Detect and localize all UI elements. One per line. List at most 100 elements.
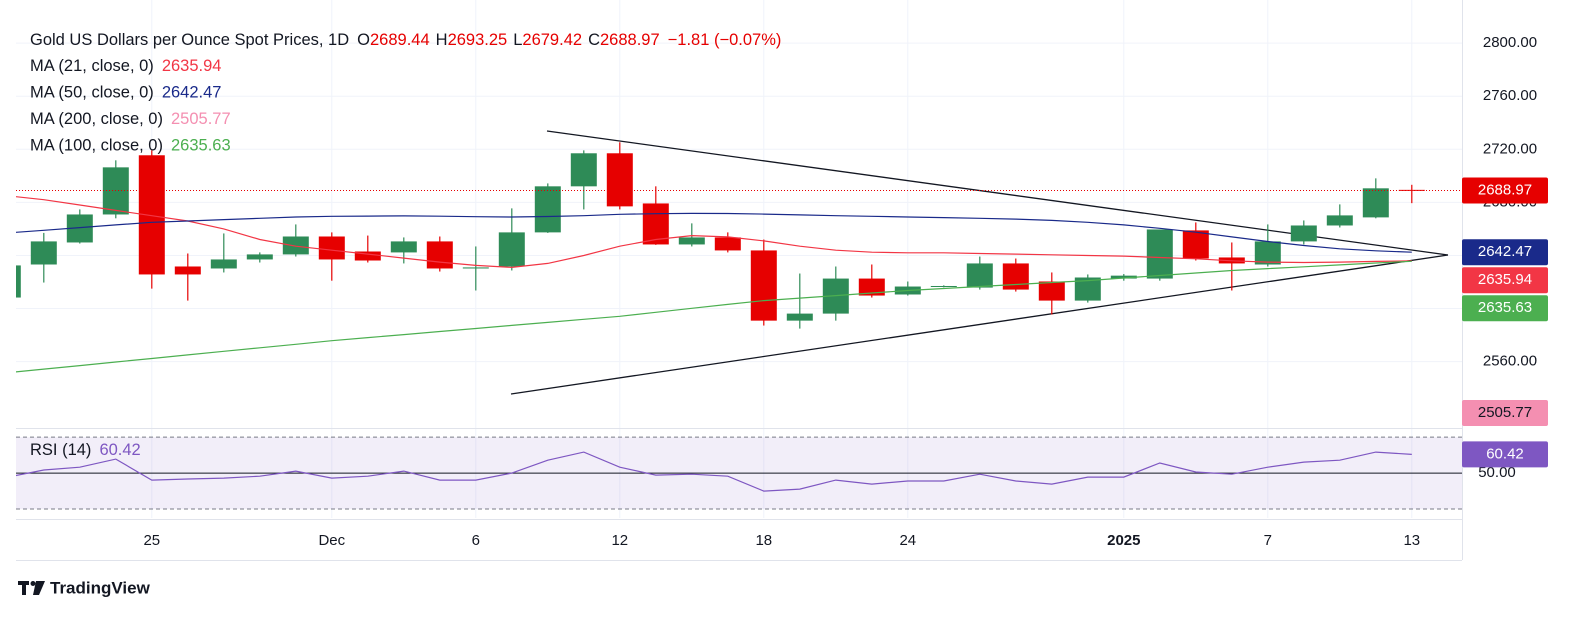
candle-body (786, 313, 813, 321)
price-pane (16, 130, 1462, 395)
y-tick-label: 2800.00 (1483, 34, 1537, 51)
labels: 2560.002600.002640.002680.002720.002760.… (143, 34, 1548, 549)
candle-body (210, 259, 237, 269)
candle-body (354, 251, 381, 261)
x-tick-label: 6 (472, 532, 480, 549)
logo-part (22, 581, 26, 595)
candle-body (282, 236, 309, 255)
candle-body (30, 241, 57, 265)
ohlc-key: L (513, 31, 522, 49)
price-change: −1.81 (−0.07%) (668, 31, 782, 49)
rsi-label-box (1462, 441, 1548, 468)
candle-body (1074, 277, 1101, 301)
legend-value: 2635.94 (162, 57, 222, 75)
ohlc-key: C (588, 31, 600, 49)
y-tick-label: 2760.00 (1483, 87, 1537, 104)
brand-name: TradingView (50, 578, 151, 597)
legend-entry: MA (100, close, 0) 2635.63 (30, 137, 231, 155)
price-label: 2642.47 (1478, 243, 1532, 260)
ohlc-value: 2689.44 (370, 31, 430, 49)
legend-value: 60.42 (99, 441, 140, 459)
rsi-label: 60.42 (1486, 445, 1524, 462)
x-tick-label: 13 (1403, 532, 1420, 549)
legend-entry: MA (21, close, 0) 2635.94 (30, 57, 221, 75)
x-tick-label: 24 (899, 532, 916, 549)
legend-value: 2642.47 (162, 84, 222, 102)
moving-average-line (16, 212, 1412, 253)
trend-line (510, 254, 1449, 395)
candle-body (498, 232, 525, 267)
x-tick-label: Dec (318, 532, 345, 549)
chart-title: Gold US Dollars per Ounce Spot Prices, 1… (30, 31, 349, 49)
candle-body (1038, 281, 1065, 301)
x-tick-label: 2025 (1107, 532, 1140, 549)
moving-average-line (16, 196, 1412, 269)
price-label: 2635.63 (1478, 299, 1532, 316)
candle-body (426, 241, 453, 269)
candle-body (606, 153, 633, 207)
rsi-legend: RSI (14) 60.42 (30, 441, 141, 459)
rsi-line (16, 451, 1412, 492)
price-label: 2505.77 (1478, 404, 1532, 421)
legend: MA (21, close, 0) 2635.94 MA (50, close, 0… (30, 57, 231, 459)
x-tick-label: 25 (143, 532, 160, 549)
brand-logo: TradingView (18, 578, 151, 597)
candle-body (318, 236, 345, 260)
candle-body (462, 267, 489, 269)
legend-name: MA (100, close, 0) (30, 137, 163, 155)
ohlc-value: 2688.97 (600, 31, 660, 49)
candle-body (1290, 225, 1317, 242)
price-label: 2688.97 (1478, 181, 1532, 198)
candle-body (642, 203, 669, 245)
price-label-box (1462, 267, 1548, 294)
rsi-tick-label: 50.00 (1478, 464, 1516, 481)
candle-body (534, 186, 561, 233)
candle-body (1362, 188, 1389, 218)
legend-name: MA (21, close, 0) (30, 57, 154, 75)
chart-header: Gold US Dollars per Ounce Spot Prices, 1… (30, 31, 781, 49)
ohlc-key: O (357, 31, 370, 49)
candle-body (1146, 229, 1173, 279)
x-tick-label: 12 (611, 532, 628, 549)
price-label-box (1462, 400, 1548, 426)
candle-body (1110, 275, 1137, 279)
candle-body (16, 265, 21, 298)
legend-name: MA (50, close, 0) (30, 84, 154, 102)
candle-body (570, 153, 597, 187)
candle-body (930, 285, 957, 287)
candle-body (1002, 263, 1029, 290)
candle-body (714, 237, 741, 251)
ohlc-key: H (436, 31, 448, 49)
candle-body (390, 241, 417, 253)
moving-average-line (16, 260, 1412, 373)
x-tick-label: 18 (755, 532, 772, 549)
rsi-pane (16, 436, 1462, 510)
price-label-box (1462, 239, 1548, 266)
legend-entry: MA (200, close, 0) 2505.77 (30, 110, 231, 128)
price-label-box (1462, 177, 1548, 204)
logo-part (33, 581, 45, 595)
ohlc-value: 2679.42 (522, 31, 582, 49)
y-tick-label: 2560.00 (1483, 353, 1537, 370)
candle-body (174, 266, 201, 275)
candle-body (750, 250, 777, 321)
legend-entry: MA (50, close, 0) 2642.47 (30, 84, 221, 102)
logo-part (30, 581, 36, 586)
price-label-box (1462, 295, 1548, 322)
candle-body (1182, 230, 1209, 259)
y-tick-label: 2720.00 (1483, 140, 1537, 157)
candle-body (1326, 215, 1353, 226)
price-label: 2635.94 (1478, 271, 1532, 288)
candle-body (966, 263, 993, 288)
legend-name: MA (200, close, 0) (30, 110, 163, 128)
x-tick-label: 7 (1264, 532, 1272, 549)
candle-body (678, 237, 705, 245)
ohlc-value: 2693.25 (448, 31, 508, 49)
legend-value: 2635.63 (171, 137, 231, 155)
legend-name: RSI (14) (30, 441, 91, 459)
candle-body (858, 278, 885, 296)
candle-body (1254, 241, 1281, 265)
legend-value: 2505.77 (171, 110, 231, 128)
candle-body (246, 254, 273, 260)
